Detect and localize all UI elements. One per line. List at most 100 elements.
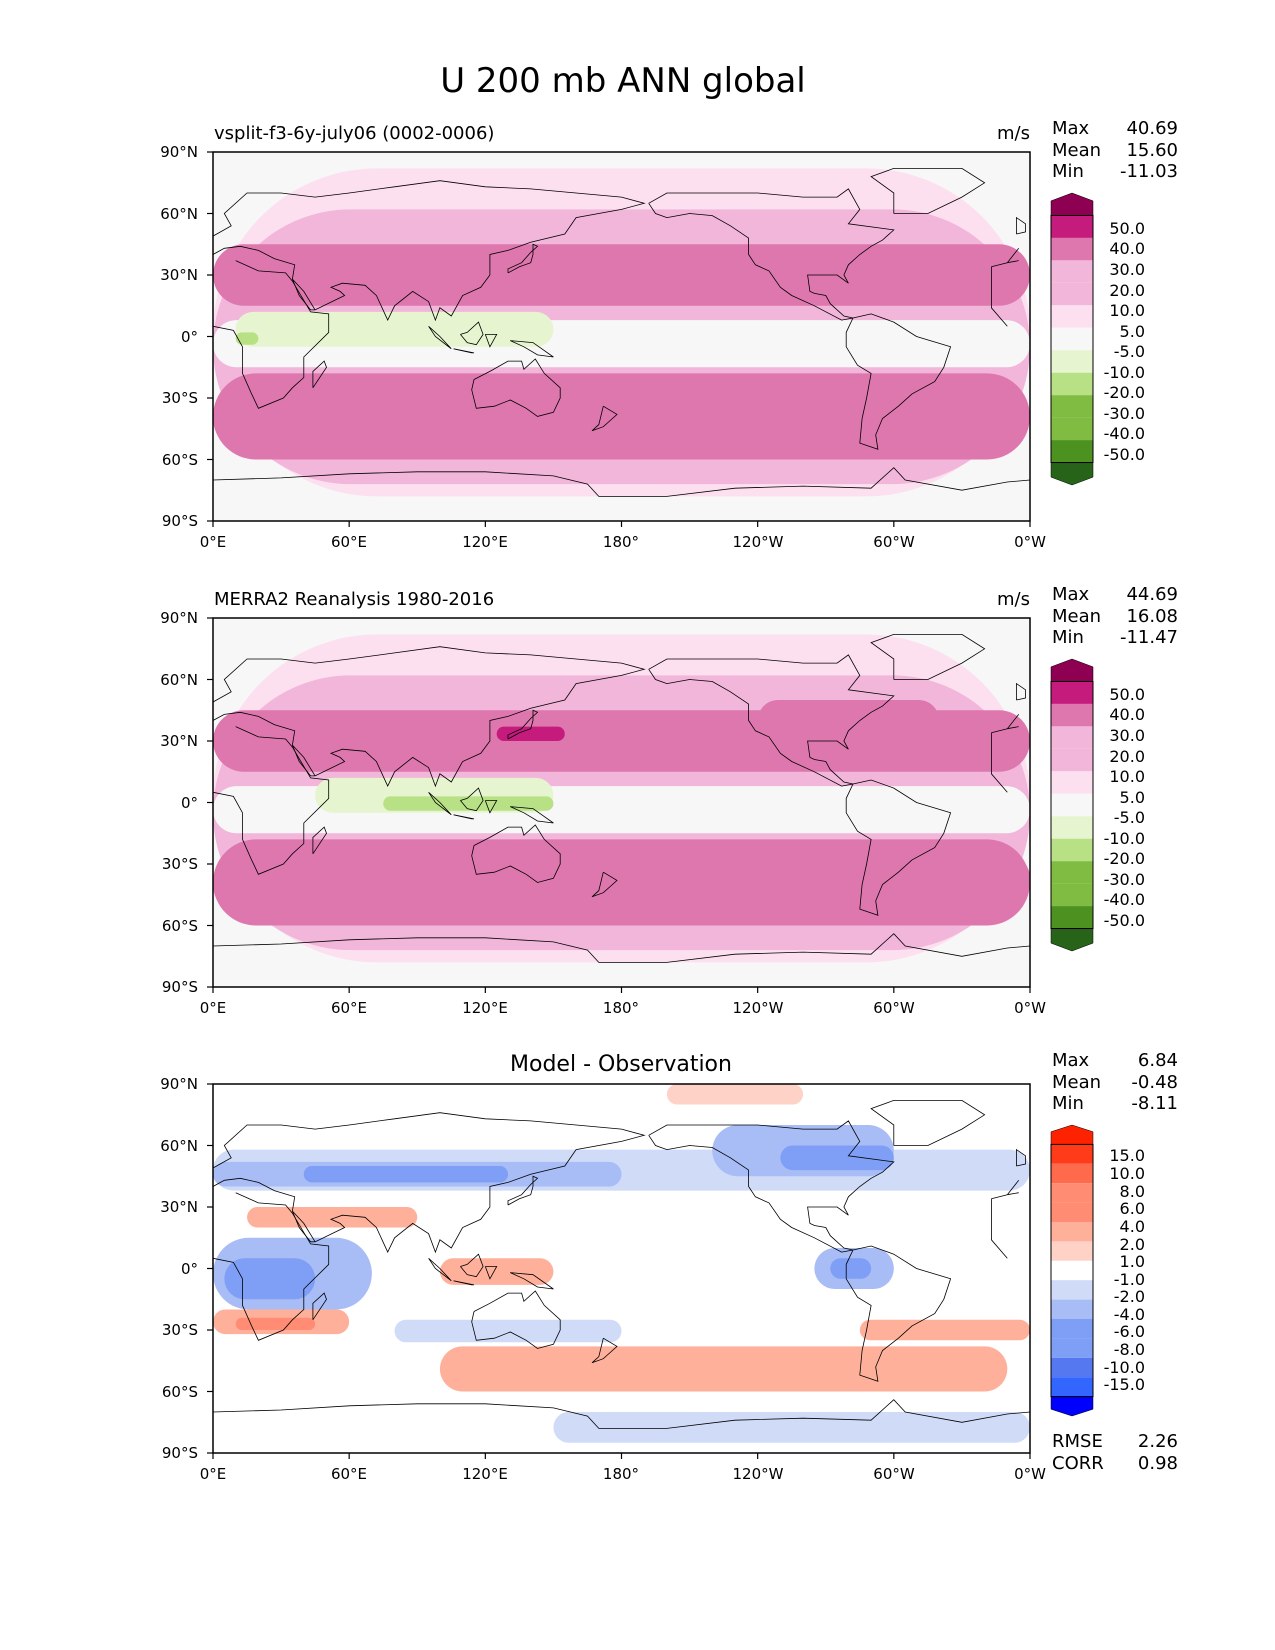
y-tick-label: 60°S (162, 1383, 198, 1401)
coastline (845, 1245, 952, 1382)
colorbar-tick: 8.0 (1120, 1182, 1145, 1201)
x-tick-label: 120°E (462, 1465, 508, 1483)
contour-band (553, 1412, 1030, 1443)
colorbar-tick: 15.0 (1109, 1146, 1145, 1165)
coastline (213, 260, 1008, 409)
x-tick-label: 0°W (1014, 999, 1046, 1017)
colorbar-segment (1051, 440, 1093, 463)
y-tick-label: 30°S (162, 1321, 198, 1339)
axis-ticks (207, 617, 1031, 993)
metric-label: CORR (1052, 1453, 1104, 1474)
colorbar-tick: -40.0 (1104, 890, 1145, 909)
x-tick-label: 60°E (331, 999, 367, 1017)
coastline (213, 933, 1030, 963)
x-tick-label: 0°E (200, 533, 227, 551)
y-tick-label: 60°N (160, 671, 198, 689)
x-tick-label: 60°W (873, 1465, 915, 1483)
x-tick-label: 180° (603, 999, 639, 1017)
x-tick-label: 120°W (733, 999, 784, 1017)
stat-value: -0.48 (1131, 1072, 1178, 1093)
contour-band (830, 1258, 872, 1279)
metric-value: 0.98 (1138, 1453, 1178, 1474)
colorbar-tick: 50.0 (1109, 219, 1145, 238)
figure-title: U 200 mb ANN global (440, 61, 806, 101)
contour-band (394, 1319, 622, 1343)
coastline (428, 326, 452, 350)
coastline (312, 360, 327, 389)
panel-title: vsplit-f3-6y-july06 (0002-0006) (214, 123, 494, 144)
coastline (428, 792, 452, 816)
y-tick-label: 90°S (162, 1444, 198, 1462)
coastline (845, 779, 952, 916)
coastline (510, 340, 554, 358)
y-tick-label: 90°N (160, 609, 198, 627)
stat-label: Min (1052, 627, 1084, 648)
colorbar-segment (1051, 681, 1093, 704)
metric-label: RMSE (1052, 1431, 1103, 1452)
y-tick-label: 90°N (160, 143, 198, 161)
contour-band (791, 855, 1030, 899)
y-tick-label: 0° (181, 328, 198, 346)
colorbar-outline (1050, 1143, 1094, 1398)
colorbar-segment (1051, 1319, 1093, 1339)
contour-band (496, 726, 565, 741)
x-tick-label: 60°W (873, 533, 915, 551)
map-field (213, 1084, 1030, 1453)
colorbar (1050, 192, 1094, 486)
colorbar-tick: -15.0 (1104, 1375, 1145, 1394)
colorbar-tick: 6.0 (1120, 1199, 1145, 1218)
panel-title: Model - Observation (510, 1052, 732, 1077)
stat-value: -11.03 (1120, 161, 1178, 182)
x-tick-label: 120°E (462, 533, 508, 551)
colorbar-segment (1051, 1183, 1093, 1203)
colorbar-segment (1051, 1241, 1093, 1261)
coastline (312, 826, 327, 855)
coastline (292, 744, 316, 777)
colorbar-tick: 30.0 (1109, 260, 1145, 279)
coastline (507, 243, 539, 274)
coastline (453, 1280, 475, 1286)
coastline (507, 1175, 539, 1206)
y-tick-label: 0° (181, 794, 198, 812)
stat-label: Max (1052, 1050, 1090, 1071)
coastline (471, 358, 561, 417)
colorbar-tick: -50.0 (1104, 911, 1145, 930)
panel-title: MERRA2 Reanalysis 1980-2016 (214, 589, 494, 610)
contour-band (439, 1346, 1008, 1392)
coastline (460, 321, 484, 346)
contour-band (814, 393, 1030, 439)
stat-label: Min (1052, 161, 1084, 182)
units-label: m/s (997, 123, 1030, 144)
x-tick-label: 180° (603, 1465, 639, 1483)
contour-band (439, 851, 701, 875)
coastline (648, 1120, 895, 1253)
colorbar-tick: 5.0 (1120, 788, 1145, 807)
colorbar-tick: -8.0 (1114, 1340, 1145, 1359)
stat-value: 16.08 (1126, 606, 1178, 627)
stat-label: Mean (1052, 606, 1101, 627)
colorbar-tick: 10.0 (1109, 301, 1145, 320)
stat-label: Max (1052, 584, 1090, 605)
coastline (213, 1399, 1030, 1429)
coastlines (213, 634, 1030, 963)
colorbar-tick: 30.0 (1109, 726, 1145, 745)
colorbar-outline (1050, 214, 1094, 464)
y-tick-label: 30°N (160, 1198, 198, 1216)
stat-value: 15.60 (1126, 140, 1178, 161)
colorbar-tick: -2.0 (1114, 1287, 1145, 1306)
coastline (507, 709, 539, 740)
colorbar-tick: -30.0 (1104, 404, 1145, 423)
colorbar-segment (1051, 1144, 1093, 1164)
colorbar-tick: -1.0 (1114, 1270, 1145, 1289)
colorbar-segment (1051, 1222, 1093, 1242)
contour-band (757, 700, 940, 741)
colorbar-tick: 1.0 (1120, 1252, 1145, 1271)
colorbar-tick: 10.0 (1109, 1164, 1145, 1183)
colorbar-segment (1051, 1338, 1093, 1358)
coastline (591, 405, 618, 432)
colorbar-segment (1051, 861, 1093, 884)
colorbar-segment (1051, 350, 1093, 373)
axis-ticks (207, 151, 1031, 527)
coastline (648, 654, 895, 787)
coastline (870, 168, 986, 214)
